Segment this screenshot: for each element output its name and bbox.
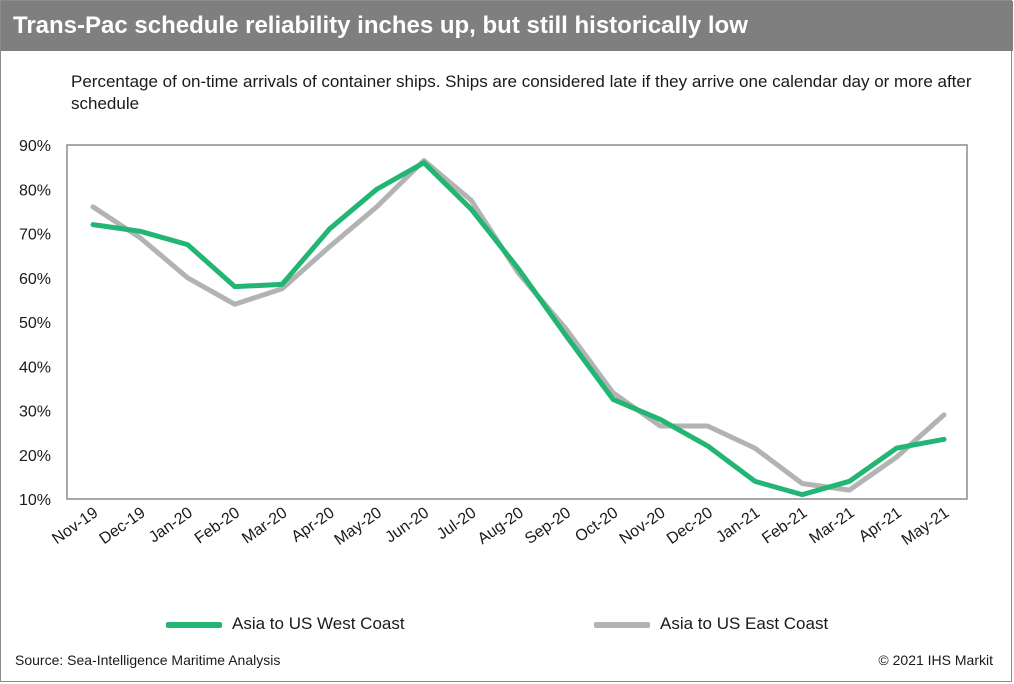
x-tick-label: Jun-20 — [382, 504, 432, 546]
plot-area — [66, 144, 968, 500]
x-tick-label: Jul-20 — [434, 504, 480, 543]
legend-swatch-west-coast — [166, 622, 222, 628]
y-tick-label: 20% — [19, 448, 51, 465]
x-tick-label: Dec-19 — [97, 504, 149, 548]
x-tick-label: Oct-20 — [572, 504, 621, 546]
x-tick-label: Jan-20 — [146, 504, 196, 546]
y-tick-label: 60% — [19, 271, 51, 288]
chart-title: Trans-Pac schedule reliability inches up… — [1, 1, 1013, 51]
x-tick-label: May-21 — [899, 504, 953, 549]
series-line-east-coast — [90, 158, 947, 493]
y-tick-label: 90% — [19, 138, 51, 155]
y-tick-label: 30% — [19, 404, 51, 421]
x-tick-label: Apr-21 — [856, 504, 905, 546]
y-tick-label: 70% — [19, 227, 51, 244]
x-tick-label: Nov-20 — [617, 504, 669, 548]
x-tick-label: Feb-21 — [759, 504, 810, 547]
chart-subtitle: Percentage of on-time arrivals of contai… — [71, 72, 972, 113]
x-tick-label: Aug-20 — [475, 504, 527, 548]
y-axis-tick-labels: 10% 20% 30% 40% 50% 60% 70% 80% 90% — [19, 138, 51, 509]
x-tick-label: Dec-20 — [664, 504, 716, 548]
series-line-west-coast — [90, 160, 947, 498]
x-axis-tick-labels: Nov-19Dec-19Jan-20Feb-20Mar-20Apr-20May-… — [49, 504, 952, 549]
y-tick-label: 50% — [19, 315, 51, 332]
y-tick-label: 80% — [19, 182, 51, 199]
y-tick-label: 40% — [19, 359, 51, 376]
legend-label-west-coast: Asia to US West Coast — [232, 614, 405, 633]
legend-swatch-east-coast — [594, 622, 650, 628]
x-tick-label: Mar-20 — [239, 504, 290, 547]
legend-label-east-coast: Asia to US East Coast — [660, 614, 829, 633]
y-tick-label: 10% — [19, 492, 51, 509]
x-tick-label: Sep-20 — [522, 504, 574, 548]
x-tick-label: Jan-21 — [713, 504, 763, 546]
x-tick-label: Feb-20 — [192, 504, 243, 547]
x-tick-label: May-20 — [332, 504, 386, 549]
source-note: Source: Sea-Intelligence Maritime Analys… — [15, 652, 281, 668]
series-lines — [90, 158, 947, 498]
copyright-note: © 2021 IHS Markit — [878, 652, 993, 668]
x-tick-label: Nov-19 — [49, 504, 101, 548]
x-tick-label: Mar-21 — [806, 504, 857, 547]
x-tick-label: Apr-20 — [289, 504, 338, 546]
